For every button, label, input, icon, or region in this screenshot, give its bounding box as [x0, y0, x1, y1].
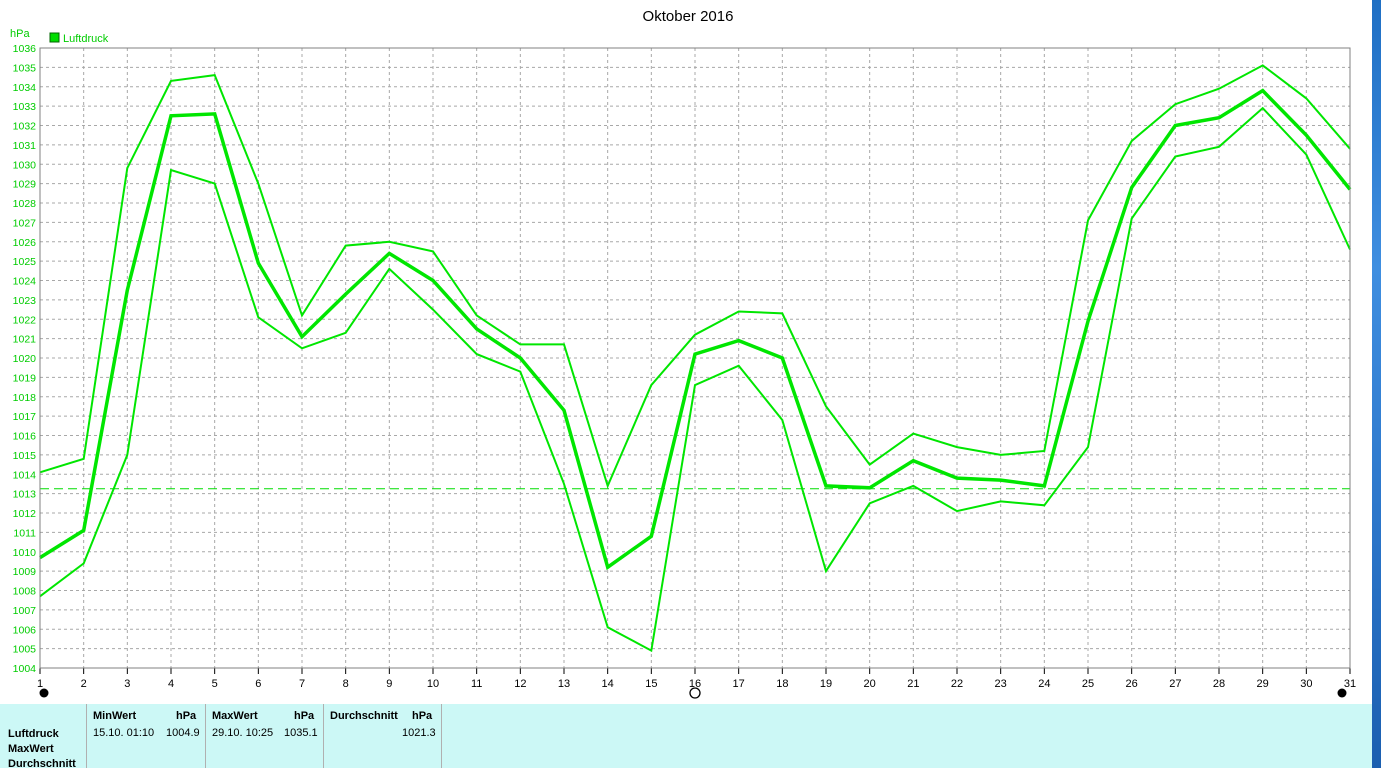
full-moon-icon — [689, 687, 701, 699]
y-tick-label: 1014 — [13, 469, 37, 481]
y-tick-label: 1031 — [13, 140, 37, 152]
statistics-panel: Luftdruck MaxWert Durchschnitt MinWert h… — [0, 704, 1372, 770]
x-tick-label: 10 — [427, 678, 439, 690]
y-tick-label: 1009 — [13, 566, 37, 578]
x-tick-label: 20 — [864, 678, 876, 690]
max-header: MaxWert — [212, 710, 258, 722]
x-tick-label: 30 — [1300, 678, 1312, 690]
y-tick-label: 1025 — [13, 256, 37, 268]
stats-avg-column: Durchschnitt hPa 1021.3 — [324, 704, 442, 768]
y-tick-label: 1020 — [13, 353, 37, 365]
x-tick-label: 8 — [343, 678, 349, 690]
pressure-chart: Oktober 2016 hPa Luftdruck 1004 1005 1006 1… — [10, 8, 1356, 699]
x-tick-label: 6 — [255, 678, 261, 690]
x-tick-label: 12 — [514, 678, 526, 690]
x-tick-label: 26 — [1126, 678, 1138, 690]
x-tick-label: 3 — [124, 678, 130, 690]
new-moon-icon — [39, 688, 49, 698]
y-tick-label: 1018 — [13, 392, 37, 404]
y-tick-label: 1028 — [13, 198, 37, 210]
x-tick-label: 5 — [212, 678, 218, 690]
x-tick-label: 2 — [81, 678, 87, 690]
y-tick-label: 1022 — [13, 314, 37, 326]
x-tick-label: 25 — [1082, 678, 1094, 690]
y-tick-label: 1015 — [13, 450, 37, 462]
stats-max-column: MaxWert hPa 29.10. 10:25 1035.1 — [206, 704, 324, 768]
x-tick-label: 1 — [37, 678, 43, 690]
x-tick-label: 28 — [1213, 678, 1225, 690]
y-tick-label: 1032 — [13, 121, 37, 133]
y-tick-label: 1007 — [13, 605, 37, 617]
y-tick-label: 1005 — [13, 644, 37, 656]
series-line — [39, 88, 1352, 571]
min-header: MinWert — [93, 710, 137, 722]
y-tick-label: 1029 — [13, 179, 37, 191]
x-tick-label: 7 — [299, 678, 305, 690]
y-tick-label: 1006 — [13, 624, 37, 636]
x-tick-label: 11 — [471, 678, 482, 690]
max-datetime: 29.10. 10:25 — [212, 727, 274, 739]
x-tick-label: 15 — [645, 678, 657, 690]
x-tick-label: 19 — [820, 678, 832, 690]
x-tick-label: 9 — [386, 678, 392, 690]
y-tick-label: 1034 — [13, 82, 37, 94]
legend-label[interactable]: Luftdruck — [63, 33, 109, 45]
max-value: 1035.1 — [284, 727, 318, 739]
x-tick-label: 14 — [602, 678, 614, 690]
min-datetime: 15.10. 01:10 — [93, 727, 155, 739]
plot-frame — [39, 47, 1351, 669]
chart-title: Oktober 2016 — [643, 8, 734, 25]
x-tick-label: 23 — [995, 678, 1007, 690]
y-tick-label: 1027 — [13, 217, 37, 229]
stats-min-column: MinWert hPa 15.10. 01:10 1004.9 — [87, 704, 206, 768]
avg-value: 1021.3 — [402, 727, 436, 739]
y-tick-label: 1013 — [13, 489, 37, 501]
y-tick-label: 1017 — [13, 411, 37, 423]
legend-swatch — [49, 32, 60, 43]
x-tick-label: 17 — [733, 678, 745, 690]
y-tick-label: 1026 — [13, 237, 37, 249]
x-tick-label: 29 — [1257, 678, 1269, 690]
y-tick-label: 1010 — [13, 547, 37, 559]
new-moon-icon — [1337, 688, 1347, 698]
stats-row-label: Luftdruck — [8, 728, 59, 740]
x-tick-label: 13 — [558, 678, 570, 690]
series-line — [39, 64, 1351, 489]
y-tick-label: 1030 — [13, 159, 37, 171]
avg-unit: hPa — [412, 710, 433, 722]
x-tick-label: 4 — [168, 678, 174, 690]
y-tick-label: 1019 — [13, 372, 37, 384]
min-value: 1004.9 — [166, 727, 200, 739]
y-tick-label: 1008 — [13, 586, 37, 598]
stats-label-column: Luftdruck MaxWert Durchschnitt — [0, 704, 87, 770]
series-line — [39, 106, 1351, 653]
x-tick-label: 31 — [1344, 678, 1356, 690]
stats-row-label: Durchschnitt — [8, 758, 76, 770]
y-tick-label: 1011 — [13, 527, 36, 539]
avg-header: Durchschnitt — [330, 710, 398, 722]
y-tick-label: 1021 — [13, 334, 37, 346]
y-tick-label: 1004 — [13, 663, 37, 675]
y-tick-label: 1012 — [13, 508, 37, 520]
x-tick-label: 16 — [689, 678, 701, 690]
x-tick-label: 21 — [907, 678, 919, 690]
x-tick-label: 18 — [776, 678, 788, 690]
x-tick-label: 27 — [1169, 678, 1181, 690]
y-axis-unit-label: hPa — [10, 28, 30, 40]
y-tick-label: 1036 — [13, 43, 37, 55]
window-scrollbar-strip — [1372, 0, 1381, 768]
y-tick-label: 1024 — [13, 276, 37, 288]
y-tick-label: 1033 — [13, 101, 37, 113]
y-tick-label: 1016 — [13, 431, 37, 443]
max-unit: hPa — [294, 710, 315, 722]
stats-row-label: MaxWert — [8, 743, 54, 755]
min-unit: hPa — [176, 710, 197, 722]
y-tick-label: 1023 — [13, 295, 37, 307]
x-tick-label: 22 — [951, 678, 963, 690]
x-tick-label: 24 — [1038, 678, 1050, 690]
y-tick-label: 1035 — [13, 62, 37, 74]
